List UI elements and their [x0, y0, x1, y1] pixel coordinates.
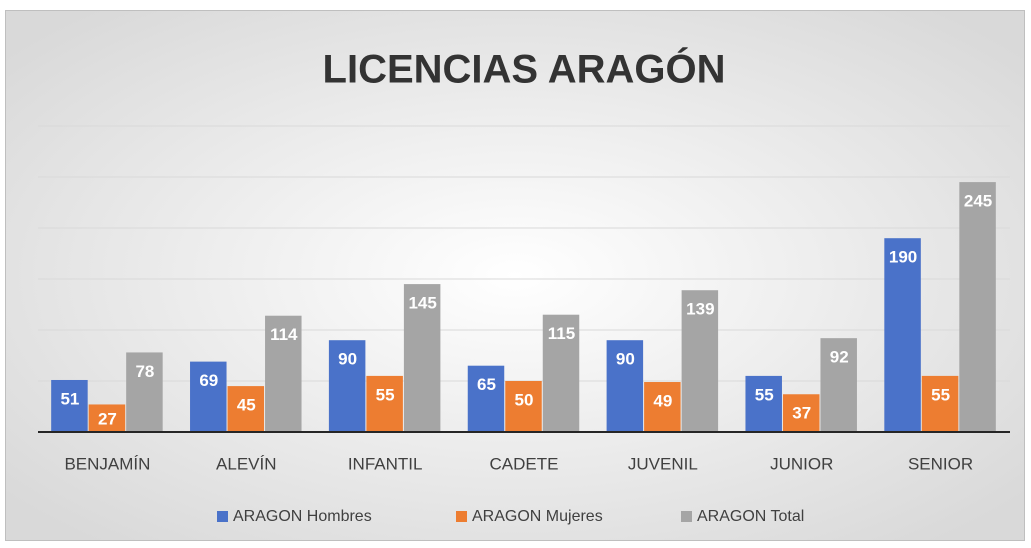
bar [745, 375, 782, 432]
bar [227, 386, 265, 432]
x-tick-label: ALEVÍN [216, 454, 276, 473]
data-label: 27 [98, 409, 117, 428]
legend-label: ARAGON Total [697, 508, 804, 525]
bar [681, 290, 719, 432]
chart-title: LICENCIAS ARAGÓN [323, 46, 726, 92]
bar [88, 404, 126, 432]
data-label: 55 [755, 385, 774, 404]
data-label: 37 [792, 404, 811, 423]
bar [644, 382, 681, 432]
x-tick-label: CADETE [490, 454, 559, 473]
bar [265, 315, 302, 432]
x-tick-label: JUVENIL [628, 454, 698, 473]
data-label: 55 [376, 385, 395, 404]
legend-label: ARAGON Mujeres [472, 508, 603, 525]
bar [606, 340, 644, 432]
legend-label: ARAGON Hombres [233, 508, 372, 525]
x-tick-label: INFANTIL [348, 454, 423, 473]
data-label: 190 [889, 248, 917, 267]
bar [921, 375, 959, 432]
legend-swatch [217, 511, 228, 522]
data-label: 90 [616, 350, 635, 369]
data-label: 55 [931, 385, 950, 404]
data-label: 45 [237, 396, 256, 415]
data-label: 245 [964, 192, 992, 211]
bar [126, 352, 163, 432]
x-tick-label: BENJAMÍN [64, 454, 150, 473]
data-label: 69 [199, 371, 218, 390]
bar [328, 340, 366, 432]
legend-swatch [681, 511, 692, 522]
bar [366, 375, 403, 432]
bar [190, 361, 227, 432]
bar [884, 238, 921, 432]
data-label: 92 [830, 348, 849, 367]
bar [51, 379, 88, 432]
data-label: 139 [686, 300, 714, 319]
x-tick-label: SENIOR [908, 454, 973, 473]
bar [403, 284, 441, 432]
bar [782, 394, 820, 432]
data-label: 115 [548, 324, 575, 343]
data-label: 50 [515, 390, 534, 409]
bar [505, 381, 542, 432]
data-label: 114 [270, 325, 298, 344]
data-label: 65 [477, 375, 496, 394]
legend-swatch [456, 511, 467, 522]
x-tick-label: JUNIOR [770, 454, 833, 473]
data-label: 90 [338, 350, 357, 369]
bar [467, 365, 505, 432]
bar [542, 314, 580, 432]
data-label: 78 [135, 362, 154, 381]
data-label: 51 [60, 389, 79, 408]
bar [820, 338, 857, 432]
data-label: 145 [408, 294, 436, 313]
data-label: 49 [653, 392, 672, 411]
chart-background [5, 10, 1025, 541]
bar [959, 182, 996, 432]
